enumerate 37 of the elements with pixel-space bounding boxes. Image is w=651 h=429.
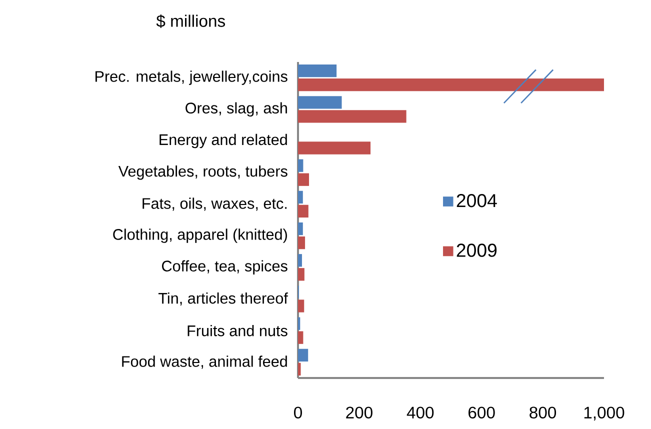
- x-tick-label: 800: [530, 406, 556, 419]
- bar: [298, 78, 604, 92]
- y-tick-label: Fats, oils, waxes, etc.: [142, 198, 287, 211]
- y-tick-label: Prec. metals, jewellery,coins: [96, 70, 288, 85]
- y-tick-label: Tin, articles thereof: [158, 292, 288, 306]
- bar: [298, 222, 303, 236]
- bar: [298, 142, 371, 154]
- y-tick-label: Food waste, animal feed: [122, 356, 287, 369]
- bar: [298, 110, 406, 123]
- bar: [298, 268, 304, 281]
- bar: [298, 254, 302, 267]
- y-tick-label: Vegetables, roots, tubers: [118, 165, 288, 180]
- bar: [298, 362, 301, 376]
- chart-title: $ millions: [156, 14, 226, 28]
- bar: [298, 236, 306, 250]
- y-tick-label: Ores, slag, ash: [186, 102, 287, 117]
- x-tick-label: 0: [294, 406, 302, 419]
- bar: [298, 300, 304, 312]
- y-tick-label: Fruits and nuts: [188, 324, 288, 336]
- bar: [298, 348, 308, 362]
- x-tick-label: 400: [406, 406, 434, 419]
- legend-label: 2009: [456, 244, 497, 257]
- bar: [298, 190, 303, 204]
- bar: [298, 96, 342, 109]
- bar: [298, 331, 304, 344]
- bar: [298, 64, 337, 78]
- bar: [298, 204, 308, 218]
- x-tick-label: 200: [346, 406, 372, 419]
- y-tick-label: Clothing, apparel (knitted): [113, 228, 287, 243]
- bar: [298, 317, 300, 330]
- y-tick-label: Coffee, tea, spices: [162, 260, 288, 275]
- bar: [298, 173, 310, 186]
- legend-label: 2004: [456, 194, 497, 208]
- bar: [298, 159, 304, 172]
- x-tick-label: 1,000: [584, 406, 624, 420]
- x-tick-label: 600: [468, 406, 495, 419]
- y-tick-label: Energy and related: [160, 134, 287, 148]
